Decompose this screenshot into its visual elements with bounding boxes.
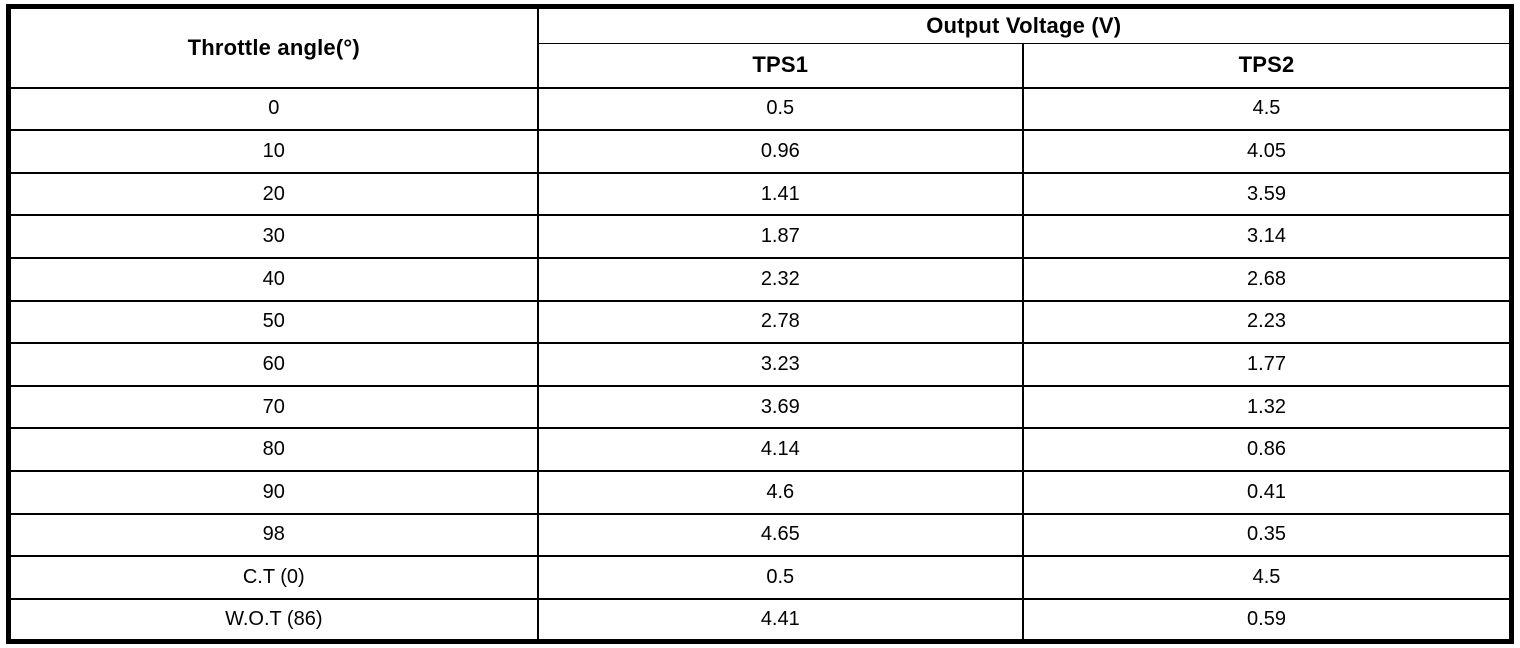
col-header-tps1: TPS1 xyxy=(536,43,1025,89)
table-row: 70 3.69 1.32 xyxy=(7,384,1513,430)
table-body: 0 0.5 4.5 10 0.96 4.05 20 1.41 3.59 30 1.87 3.14 40 2… xyxy=(7,86,1513,643)
table-row: 40 2.32 2.68 xyxy=(7,256,1513,302)
table-row: 60 3.23 1.77 xyxy=(7,342,1513,387)
throttle-angle-cell: 30 xyxy=(7,214,539,259)
tps1-voltage-cell: 3.69 xyxy=(536,384,1025,430)
table-row: 98 4.65 0.35 xyxy=(7,512,1513,558)
table-row: 50 2.78 2.23 xyxy=(7,299,1513,345)
col-header-output-voltage: Output Voltage (V) xyxy=(536,5,1513,44)
throttle-angle-cell: W.O.T (86) xyxy=(7,597,539,643)
throttle-angle-cell: C.T (0) xyxy=(7,555,539,600)
table-row: 10 0.96 4.05 xyxy=(7,129,1513,174)
throttle-angle-cell: 90 xyxy=(7,469,539,515)
throttle-angle-cell: 20 xyxy=(7,171,539,217)
throttle-angle-cell: 50 xyxy=(7,299,539,345)
throttle-angle-cell: 98 xyxy=(7,512,539,558)
table-row: 90 4.6 0.41 xyxy=(7,469,1513,515)
tps2-voltage-cell: 0.35 xyxy=(1022,512,1513,558)
tps1-voltage-cell: 2.78 xyxy=(536,299,1025,345)
tps1-voltage-cell: 3.23 xyxy=(536,342,1025,387)
tps2-voltage-cell: 4.5 xyxy=(1022,86,1513,132)
tps1-voltage-cell: 4.6 xyxy=(536,469,1025,515)
tps2-voltage-cell: 2.23 xyxy=(1022,299,1513,345)
tps2-voltage-cell: 3.14 xyxy=(1022,214,1513,259)
tps1-voltage-cell: 0.96 xyxy=(536,129,1025,174)
table-row: 80 4.14 0.86 xyxy=(7,427,1513,472)
tps1-voltage-cell: 4.65 xyxy=(536,512,1025,558)
tps2-voltage-cell: 4.05 xyxy=(1022,129,1513,174)
tps1-voltage-cell: 0.5 xyxy=(536,86,1025,132)
throttle-angle-cell: 80 xyxy=(7,427,539,472)
table-row: W.O.T (86) 4.41 0.59 xyxy=(7,597,1513,643)
table-row: 30 1.87 3.14 xyxy=(7,214,1513,259)
tps1-voltage-cell: 1.87 xyxy=(536,214,1025,259)
tps1-voltage-cell: 4.41 xyxy=(536,597,1025,643)
header-row-top: Throttle angle(°) Output Voltage (V) xyxy=(7,5,1513,89)
throttle-angle-cell: 10 xyxy=(7,129,539,174)
tps1-voltage-cell: 2.32 xyxy=(536,256,1025,302)
throttle-angle-cell: 60 xyxy=(7,342,539,387)
throttle-angle-cell: 0 xyxy=(7,86,539,132)
tps1-voltage-cell: 1.41 xyxy=(536,171,1025,217)
table-row: 20 1.41 3.59 xyxy=(7,171,1513,217)
tps2-voltage-cell: 0.59 xyxy=(1022,597,1513,643)
tps2-voltage-cell: 4.5 xyxy=(1022,555,1513,600)
throttle-angle-cell: 40 xyxy=(7,256,539,302)
tps2-voltage-cell: 3.59 xyxy=(1022,171,1513,217)
tps2-voltage-cell: 0.41 xyxy=(1022,469,1513,515)
tps1-voltage-cell: 0.5 xyxy=(536,555,1025,600)
tps-output-voltage-table: Throttle angle(°) Output Voltage (V) TPS… xyxy=(6,4,1514,644)
col-header-tps2: TPS2 xyxy=(1022,43,1513,89)
tps2-voltage-cell: 1.32 xyxy=(1022,384,1513,430)
throttle-angle-cell: 70 xyxy=(7,384,539,430)
tps2-voltage-cell: 2.68 xyxy=(1022,256,1513,302)
tps2-voltage-cell: 0.86 xyxy=(1022,427,1513,472)
header-row-sub: TPS1 TPS2 xyxy=(9,43,1513,89)
table-row: C.T (0) 0.5 4.5 xyxy=(7,555,1513,600)
table-row: 0 0.5 4.5 xyxy=(7,86,1513,132)
tps1-voltage-cell: 4.14 xyxy=(536,427,1025,472)
col-header-throttle-angle: Throttle angle(°) xyxy=(7,5,539,89)
tps2-voltage-cell: 1.77 xyxy=(1022,342,1513,387)
